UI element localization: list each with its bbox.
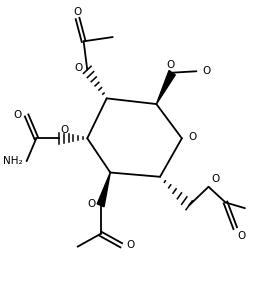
- Text: NH₂: NH₂: [3, 156, 23, 166]
- Text: O: O: [74, 63, 82, 73]
- Polygon shape: [156, 71, 175, 104]
- Text: O: O: [167, 60, 175, 70]
- Text: O: O: [202, 66, 211, 76]
- Text: O: O: [238, 231, 246, 241]
- Text: O: O: [126, 240, 134, 250]
- Text: O: O: [88, 199, 96, 209]
- Text: O: O: [14, 111, 22, 120]
- Text: O: O: [73, 7, 82, 17]
- Polygon shape: [97, 173, 110, 207]
- Text: O: O: [61, 126, 69, 135]
- Text: O: O: [211, 174, 219, 184]
- Text: O: O: [188, 132, 196, 142]
